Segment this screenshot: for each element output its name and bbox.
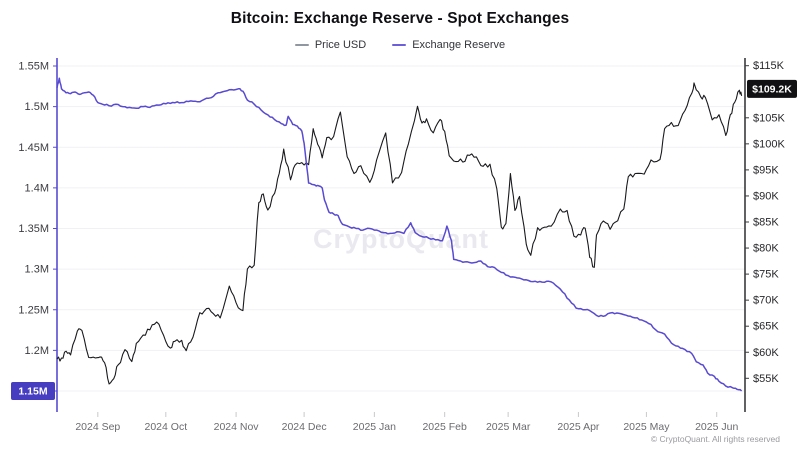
exchange-reserve-line — [56, 77, 743, 392]
svg-text:$105K: $105K — [753, 112, 785, 124]
left-axis-labels: 1.55M 1.5M 1.45M 1.4M 1.35M 1.3M 1.25M 1.2M 1.15… — [18, 61, 57, 398]
svg-text:1.4M: 1.4M — [25, 182, 49, 194]
svg-text:$55K: $55K — [753, 373, 779, 385]
copyright-text: © CryptoQuant. All rights reserved — [650, 434, 780, 444]
svg-text:2024 Oct: 2024 Oct — [145, 421, 188, 433]
svg-text:2025 Apr: 2025 Apr — [557, 421, 600, 433]
svg-text:1.25M: 1.25M — [18, 304, 49, 316]
svg-text:1.2M: 1.2M — [25, 345, 49, 357]
svg-text:$65K: $65K — [753, 321, 779, 333]
svg-text:$95K: $95K — [753, 164, 779, 176]
svg-text:$75K: $75K — [753, 269, 779, 281]
chart-legend: Price USD Exchange Reserve — [0, 39, 800, 51]
price-usd-line — [56, 82, 743, 385]
price-line-swatch-icon — [294, 44, 309, 46]
svg-text:$90K: $90K — [753, 190, 779, 202]
chart-title: Bitcoin: Exchange Reserve - Spot Exchang… — [230, 10, 570, 27]
svg-text:1.35M: 1.35M — [18, 223, 49, 235]
svg-text:$115K: $115K — [753, 60, 785, 72]
svg-text:2024 Sep: 2024 Sep — [75, 421, 120, 433]
svg-text:$70K: $70K — [753, 295, 779, 307]
svg-text:$100K: $100K — [753, 138, 785, 150]
svg-text:2025 Jun: 2025 Jun — [695, 421, 738, 433]
svg-text:2025 Mar: 2025 Mar — [486, 421, 531, 433]
value-badges: 1.15M $109.2K — [11, 79, 797, 400]
legend-item-reserve[interactable]: Exchange Reserve — [392, 39, 505, 51]
axes — [56, 58, 746, 412]
watermark-text: CryptoQuant — [313, 224, 489, 254]
legend-item-price[interactable]: Price USD — [294, 39, 367, 51]
svg-text:1.45M: 1.45M — [18, 142, 49, 154]
gridlines — [57, 65, 745, 392]
svg-text:1.55M: 1.55M — [18, 61, 49, 73]
svg-text:1.5M: 1.5M — [25, 101, 49, 113]
svg-text:2025 Feb: 2025 Feb — [422, 421, 467, 433]
legend-label-reserve: Exchange Reserve — [412, 39, 506, 51]
reserve-line-swatch-icon — [392, 44, 407, 46]
svg-text:1.3M: 1.3M — [25, 264, 49, 276]
right-axis-labels: $115K $105K $100K $95K $90K $85K $80K $75K $70K $… — [745, 60, 785, 385]
svg-text:$85K: $85K — [753, 217, 779, 229]
legend-label-price: Price USD — [314, 39, 367, 51]
svg-text:2024 Nov: 2024 Nov — [214, 421, 260, 433]
svg-text:$80K: $80K — [753, 243, 779, 255]
svg-text:2025 May: 2025 May — [623, 421, 670, 433]
svg-text:2024 Dec: 2024 Dec — [282, 421, 327, 433]
svg-text:$60K: $60K — [753, 347, 779, 359]
x-axis-labels: 2024 Sep 2024 Oct 2024 Nov 2024 Dec 2025 Jan… — [75, 412, 738, 433]
svg-text:1.15M: 1.15M — [18, 386, 47, 398]
svg-text:$109.2K: $109.2K — [752, 83, 792, 95]
svg-text:2025 Jan: 2025 Jan — [353, 421, 396, 433]
